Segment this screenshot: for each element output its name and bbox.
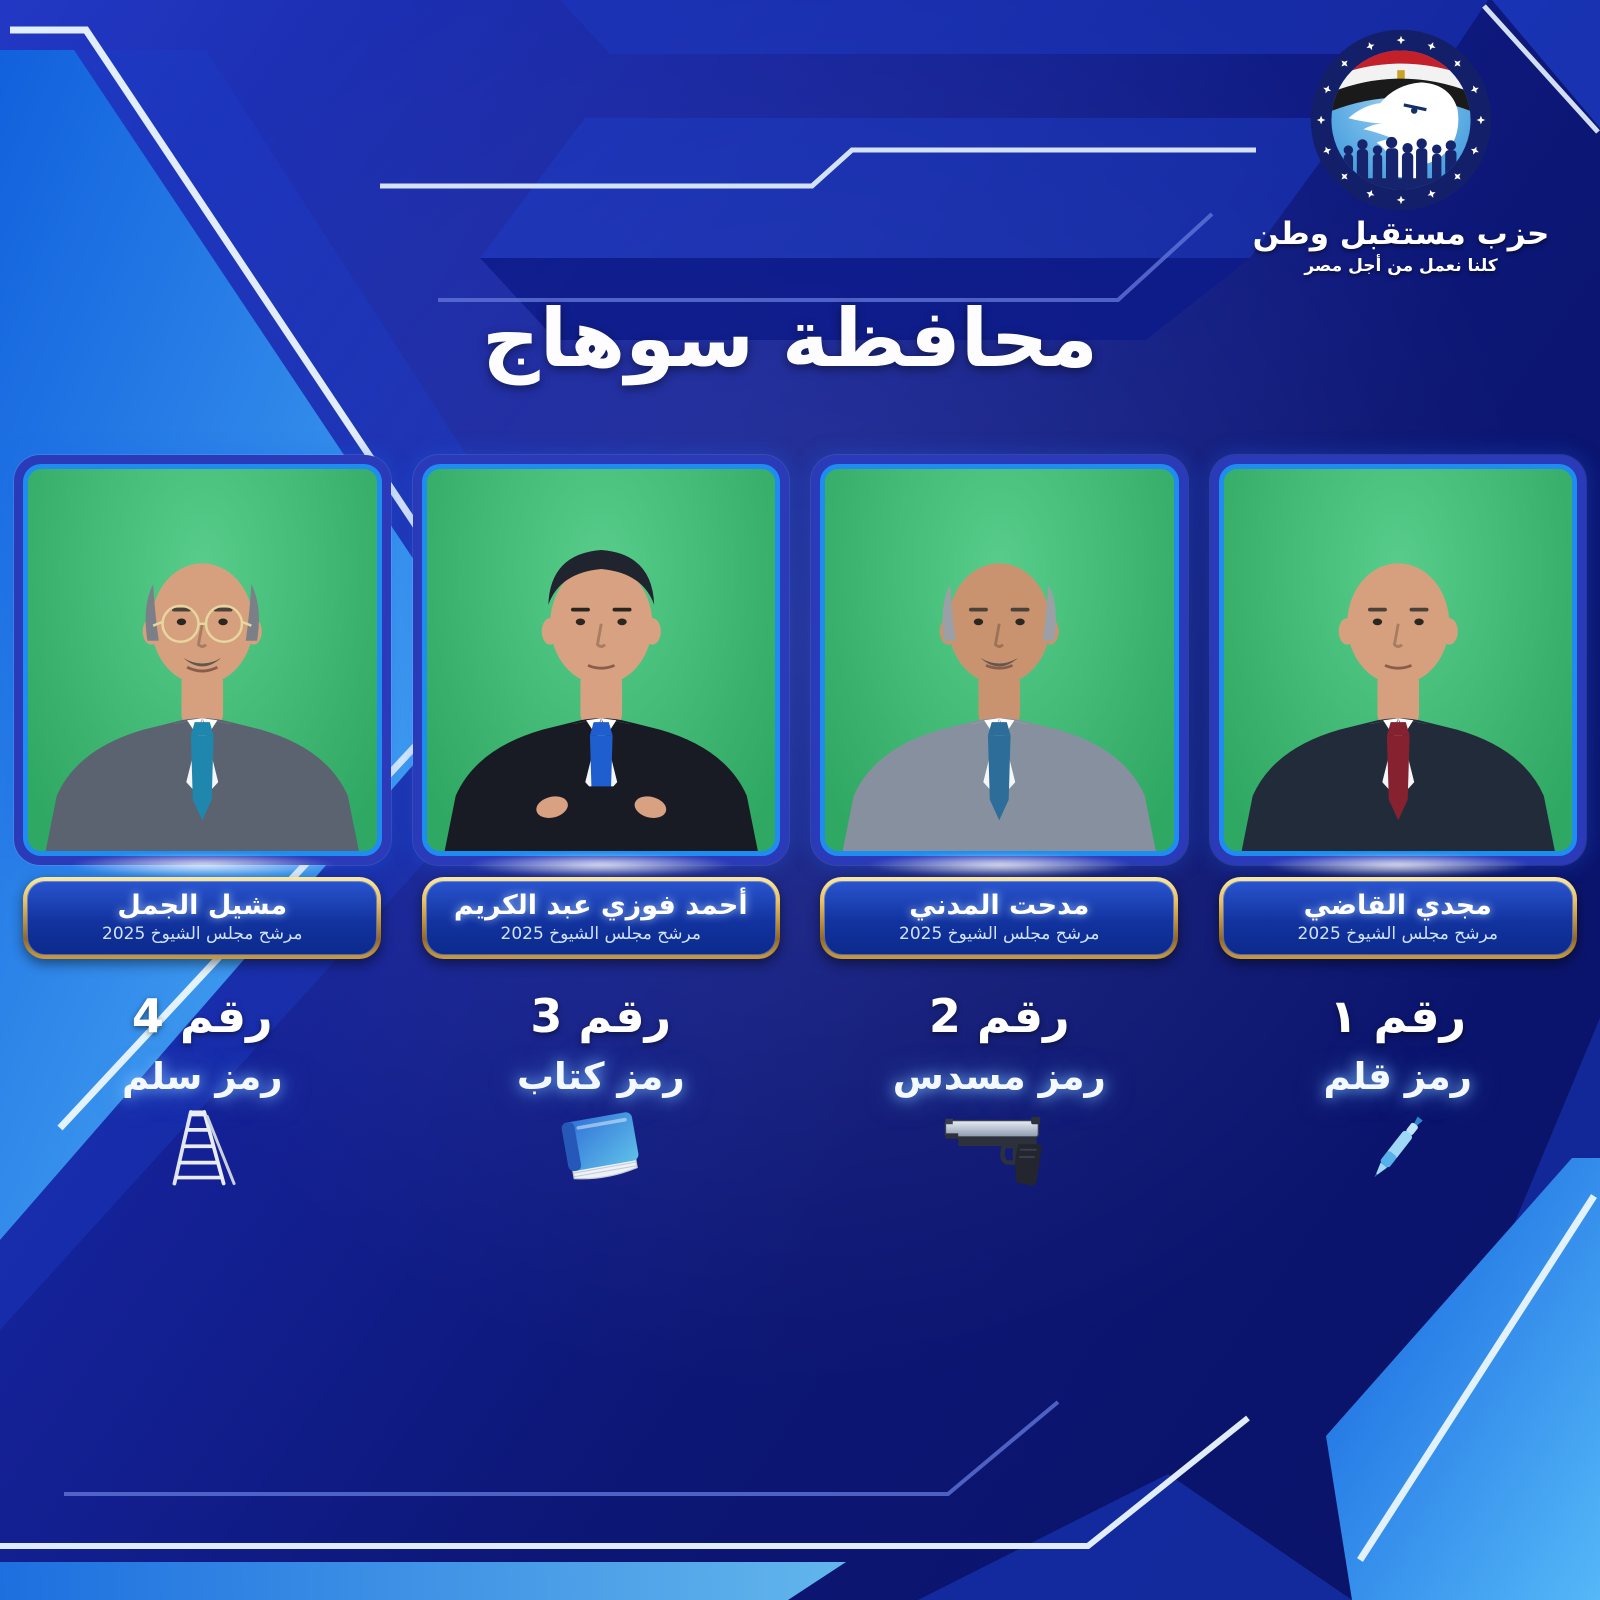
candidate-name: مدحت المدني (909, 890, 1090, 921)
candidate-card: أحمد فوزي عبد الكريم مرشح مجلس الشيوخ 20… (412, 455, 790, 1190)
candidate-card: مشيل الجمل مرشح مجلس الشيوخ 2025 رقم 4 ر… (14, 455, 391, 1190)
candidate-number: رقم 4 (131, 989, 273, 1044)
candidate-symbol-label: رمز قلم (1323, 1055, 1472, 1099)
photo-glow (863, 853, 1135, 877)
candidate-photo-frame (811, 455, 1188, 865)
candidate-role: مرشح مجلس الشيوخ 2025 (1297, 924, 1499, 945)
party-eagle-emblem-icon (1310, 29, 1492, 211)
photo-glow (1262, 853, 1534, 877)
party-slogan: كلنا نعمل من أجل مصر (1304, 256, 1498, 276)
page-title: محافظة سوهاج (482, 291, 1098, 385)
candidate-photo-frame (412, 455, 789, 865)
candidate-role: مرشح مجلس الشيوخ 2025 (102, 924, 303, 945)
candidates-row: مجدي القاضي مرشح مجلس الشيوخ 2025 رقم ١ … (14, 455, 1586, 1190)
name-plate: أحمد فوزي عبد الكريم مرشح مجلس الشيوخ 20… (421, 877, 780, 960)
photo-glow (465, 853, 737, 877)
pistol-icon (811, 1104, 1188, 1190)
candidate-role: مرشح مجلس الشيوخ 2025 (899, 924, 1100, 945)
candidate-card: مدحت المدني مرشح مجلس الشيوخ 2025 رقم 2 … (811, 455, 1188, 1190)
name-plate: مشيل الجمل مرشح مجلس الشيوخ 2025 (23, 877, 382, 960)
candidate-number: رقم ١ (1329, 989, 1467, 1044)
name-plate: مجدي القاضي مرشح مجلس الشيوخ 2025 (1218, 877, 1577, 960)
candidate-name: أحمد فوزي عبد الكريم (453, 890, 748, 921)
candidate-photo-frame (14, 455, 391, 865)
candidate-photo (421, 464, 780, 856)
candidate-photo (1218, 464, 1577, 856)
name-plate: مدحت المدني مرشح مجلس الشيوخ 2025 (820, 877, 1179, 960)
candidate-card: مجدي القاضي مرشح مجلس الشيوخ 2025 رقم ١ … (1209, 455, 1587, 1190)
pen-icon (1210, 1104, 1587, 1190)
photo-glow (66, 853, 338, 877)
party-name: حزب مستقبل وطن (1252, 216, 1550, 252)
candidate-symbol-label: رمز سلم (121, 1055, 283, 1099)
candidate-number: رقم 3 (530, 989, 672, 1044)
candidate-photo (820, 464, 1179, 856)
candidate-number: رقم 2 (928, 989, 1070, 1044)
book-icon (413, 1104, 790, 1190)
candidate-photo-frame (1209, 455, 1586, 865)
candidate-role: مرشح مجلس الشيوخ 2025 (500, 924, 702, 945)
candidate-symbol-label: رمز مسدس (892, 1055, 1106, 1099)
candidate-symbol-label: رمز كتاب (516, 1055, 685, 1099)
party-logo: حزب مستقبل وطن كلنا نعمل من أجل مصر (1246, 26, 1556, 276)
candidate-name: مشيل الجمل (117, 890, 288, 921)
candidate-photo (23, 464, 382, 856)
ladder-icon (14, 1104, 391, 1190)
candidate-name: مجدي القاضي (1303, 890, 1492, 921)
